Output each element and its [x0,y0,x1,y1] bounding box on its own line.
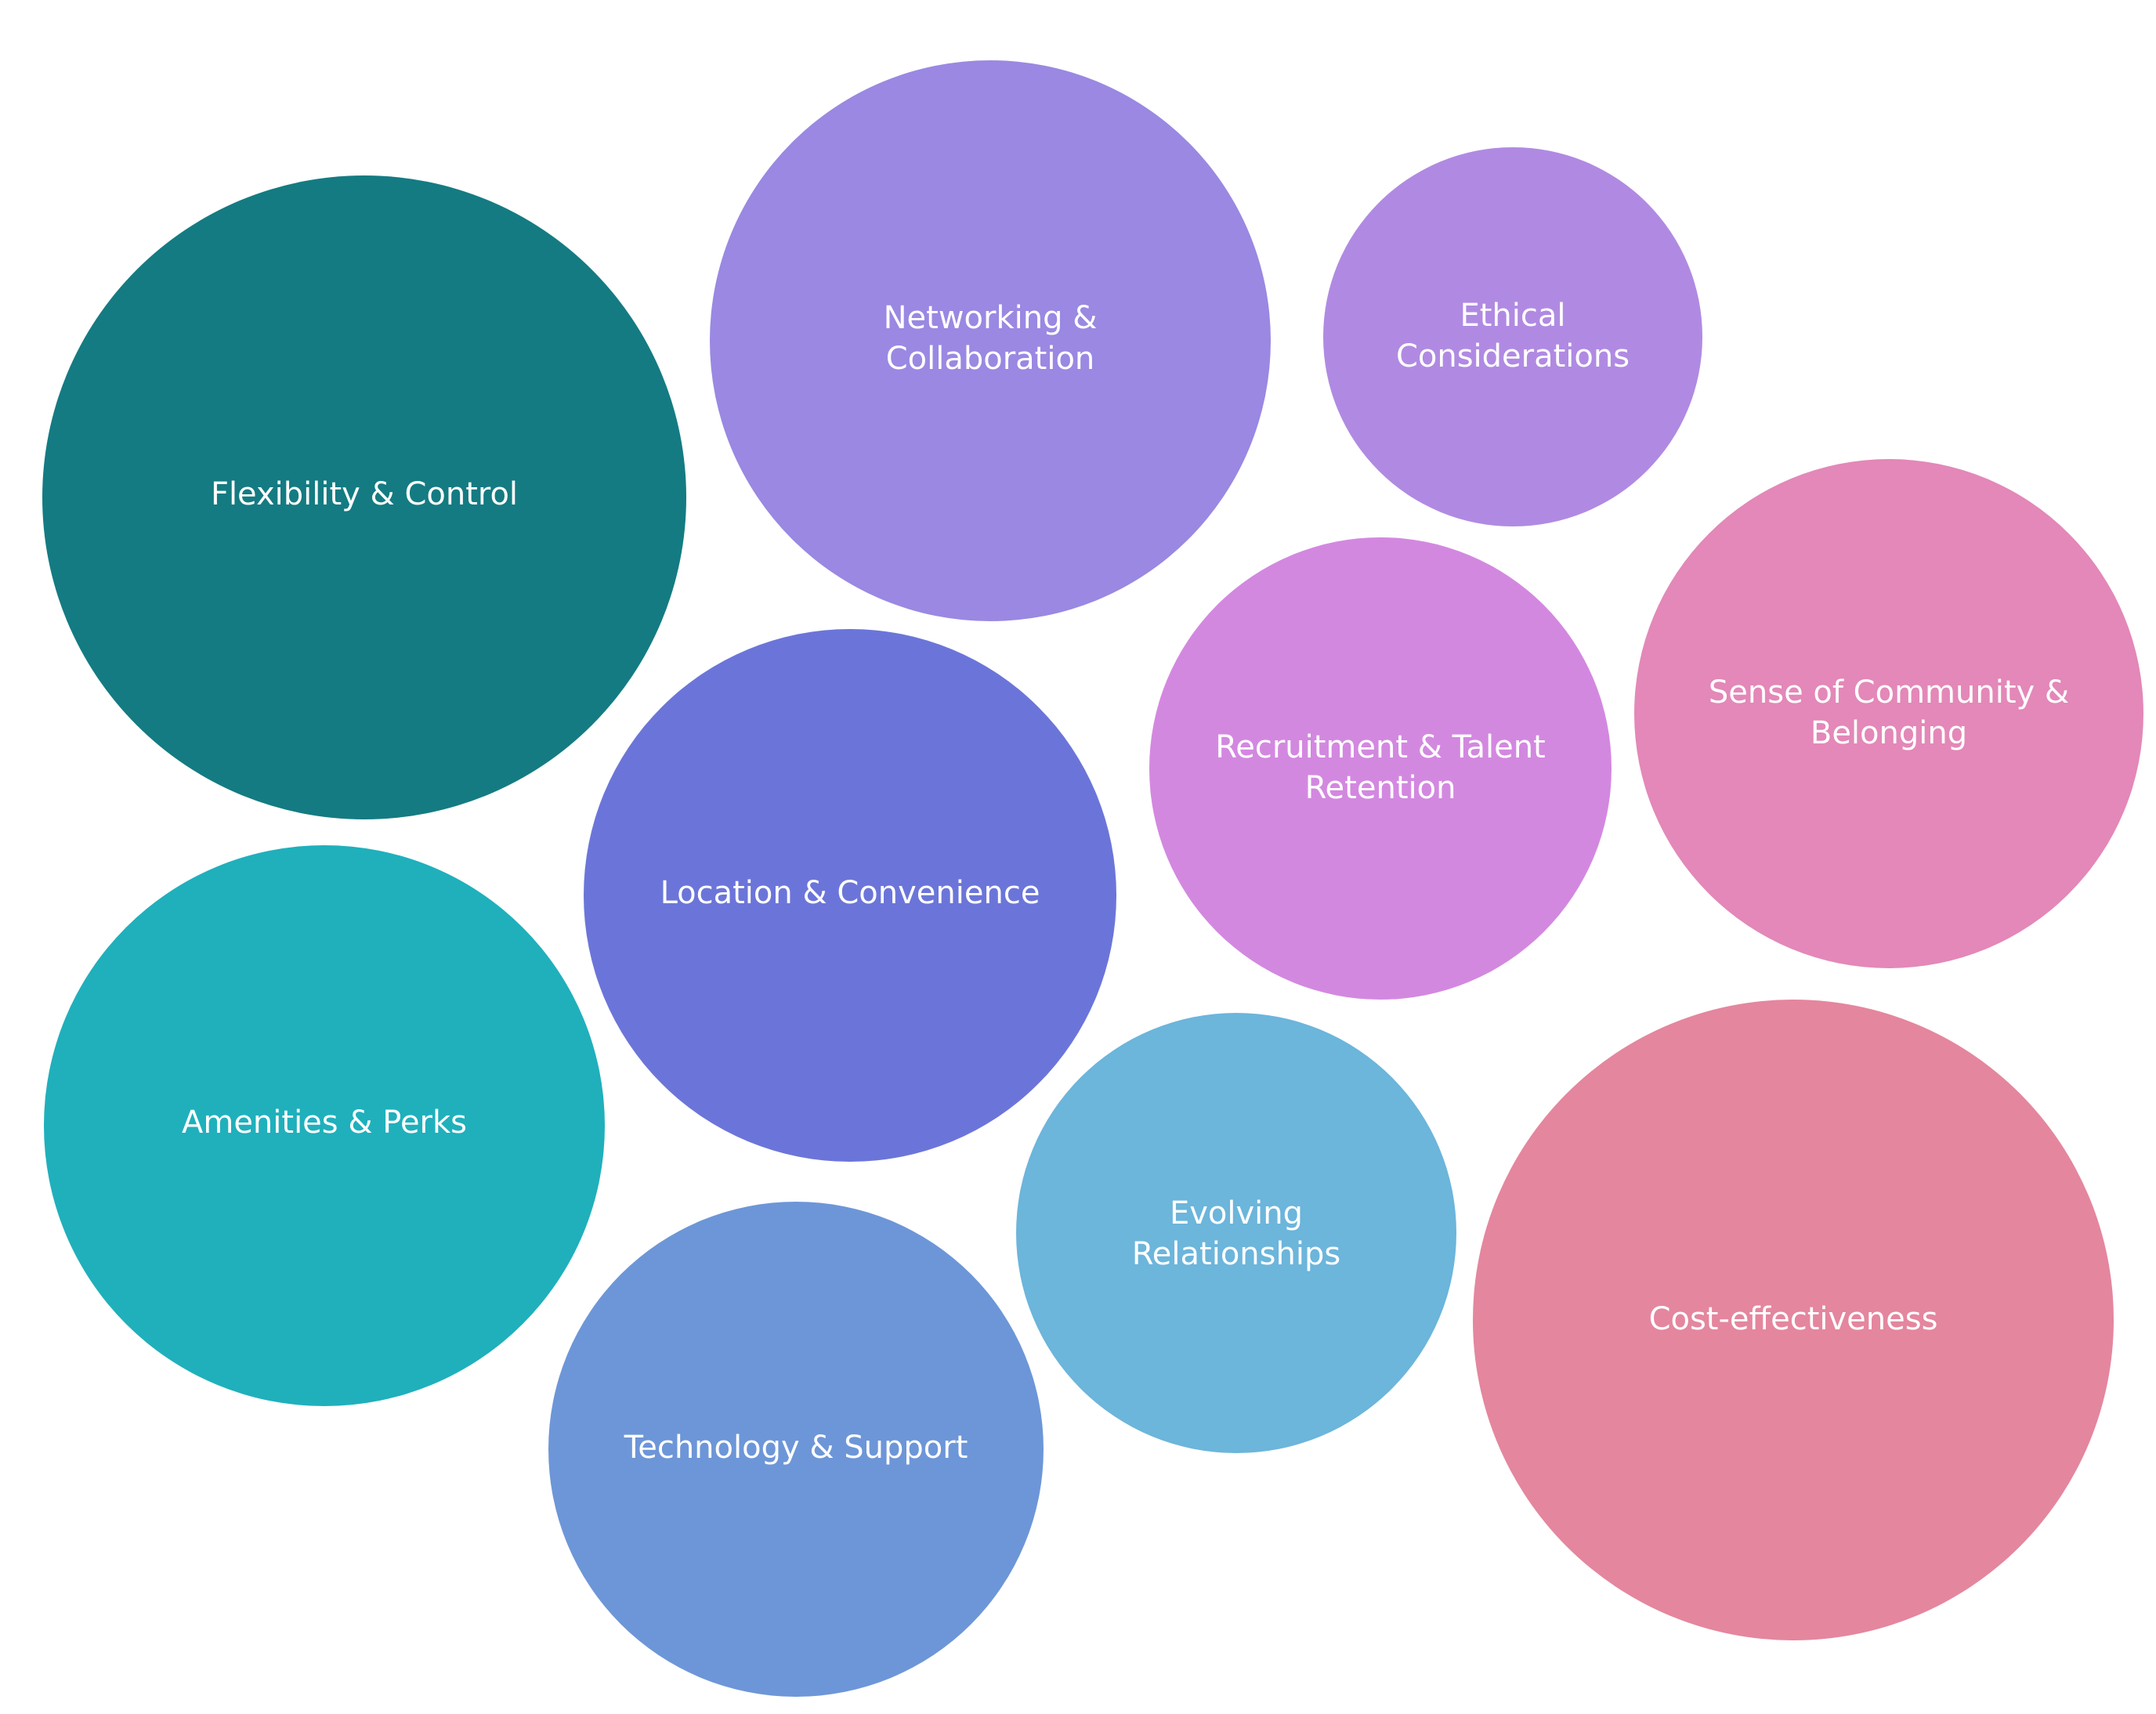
bubble [1634,459,2143,968]
bubble [1323,147,1702,526]
bubble-label: Retention [1305,770,1456,806]
bubble-label: Relationships [1132,1236,1340,1272]
bubble-label: Sense of Community & [1709,674,2069,711]
bubble-label: Location & Convenience [660,875,1040,911]
bubble [548,1202,1044,1697]
bubble-label: Belonging [1811,715,1967,751]
bubble-label: Ethical [1460,298,1565,334]
bubble [1149,537,1612,1000]
bubble [1473,1000,2114,1640]
bubble-label: Technology & Support [624,1430,968,1466]
bubble [44,845,605,1406]
bubble-label: Networking & [884,300,1098,336]
bubble [584,629,1116,1162]
bubble-label: Cost-effectiveness [1649,1301,1938,1337]
bubble-label: Considerations [1396,338,1630,374]
bubble-label: Evolving [1170,1195,1303,1231]
bubble-label: Flexibility & Control [211,476,518,512]
bubble [710,60,1271,621]
bubble-label: Recruitment & Talent [1215,729,1546,765]
bubble-label: Collaboration [886,341,1095,377]
bubble [42,175,686,819]
bubble [1016,1013,1456,1453]
bubble-label: Amenities & Perks [182,1105,467,1141]
